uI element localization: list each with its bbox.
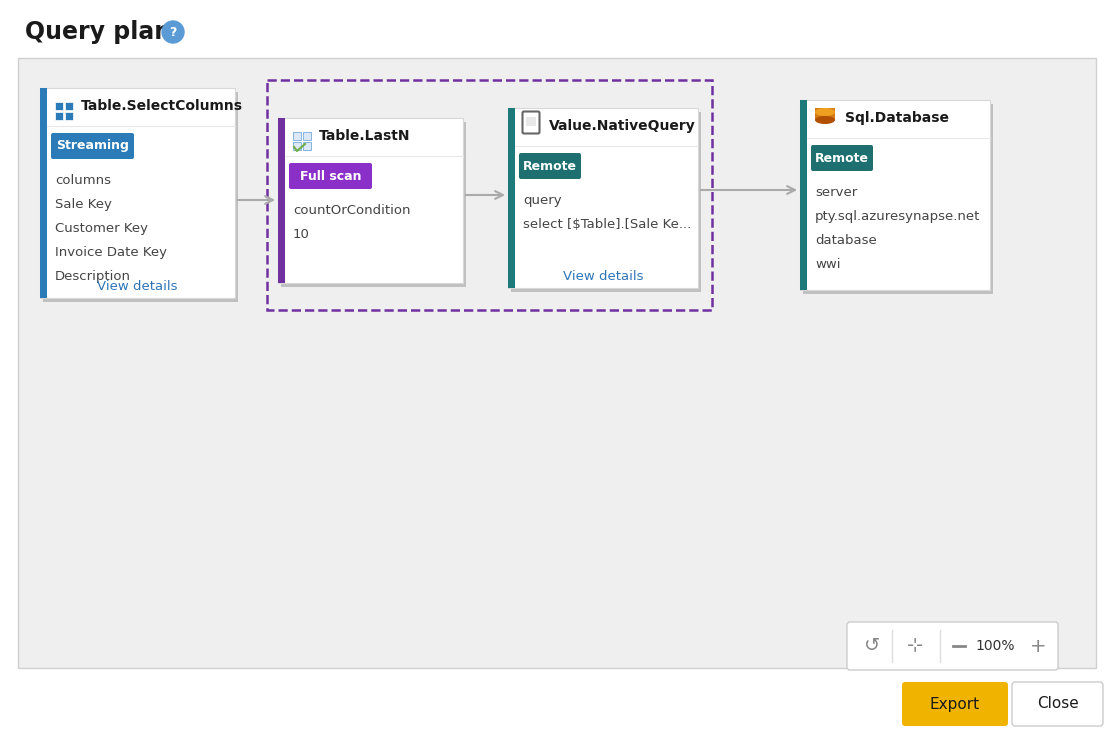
Bar <box>293 141 301 150</box>
FancyBboxPatch shape <box>902 682 1008 726</box>
FancyBboxPatch shape <box>811 145 873 171</box>
Bar <box>526 117 536 126</box>
Text: Value.NativeQuery: Value.NativeQuery <box>549 119 696 133</box>
Text: Customer Key: Customer Key <box>55 222 148 235</box>
Ellipse shape <box>815 108 836 116</box>
Text: +: + <box>1029 636 1046 655</box>
Text: select [$Table].[Sale Ke...: select [$Table].[Sale Ke... <box>522 218 692 231</box>
FancyBboxPatch shape <box>803 104 993 294</box>
Text: Table.LastN: Table.LastN <box>319 129 410 143</box>
Text: Query plan: Query plan <box>25 20 172 44</box>
Bar <box>55 102 63 110</box>
FancyBboxPatch shape <box>847 622 1058 670</box>
FancyBboxPatch shape <box>519 153 582 179</box>
Bar <box>815 108 836 120</box>
Bar <box>278 118 285 283</box>
Text: Streaming: Streaming <box>56 139 129 152</box>
Text: Remote: Remote <box>815 152 869 164</box>
FancyBboxPatch shape <box>40 88 235 298</box>
Text: Remote: Remote <box>522 160 577 172</box>
Text: 10: 10 <box>293 228 310 241</box>
Bar <box>65 111 72 119</box>
Text: Sale Key: Sale Key <box>55 198 111 211</box>
FancyBboxPatch shape <box>800 100 990 290</box>
Bar <box>40 88 47 298</box>
FancyBboxPatch shape <box>289 163 372 189</box>
Text: Table.SelectColumns: Table.SelectColumns <box>81 99 243 113</box>
Text: query: query <box>522 194 561 207</box>
Bar <box>293 132 301 140</box>
Circle shape <box>162 21 184 43</box>
Text: Sql.Database: Sql.Database <box>846 111 949 125</box>
Text: columns: columns <box>55 174 111 187</box>
Text: Export: Export <box>930 696 980 712</box>
FancyBboxPatch shape <box>43 92 238 302</box>
FancyBboxPatch shape <box>278 118 463 283</box>
FancyBboxPatch shape <box>1012 682 1103 726</box>
Text: 100%: 100% <box>975 639 1015 653</box>
Bar <box>55 111 63 119</box>
FancyBboxPatch shape <box>18 58 1096 668</box>
Bar <box>508 108 515 288</box>
Text: Description: Description <box>55 270 131 283</box>
Bar <box>303 132 311 140</box>
Text: wwi: wwi <box>815 258 840 271</box>
Bar <box>65 102 72 110</box>
FancyBboxPatch shape <box>508 108 698 288</box>
Text: server: server <box>815 186 858 199</box>
Text: ↺: ↺ <box>863 636 880 655</box>
Text: ?: ? <box>169 26 177 39</box>
Text: pty.sql.azuresynapse.net: pty.sql.azuresynapse.net <box>815 210 980 223</box>
Text: Close: Close <box>1037 696 1078 712</box>
Bar <box>303 141 311 150</box>
Ellipse shape <box>815 116 836 124</box>
Text: database: database <box>815 234 877 247</box>
Text: Invoice Date Key: Invoice Date Key <box>55 246 167 259</box>
Text: View details: View details <box>563 270 643 282</box>
Text: View details: View details <box>97 279 178 292</box>
Text: countOrCondition: countOrCondition <box>293 204 410 217</box>
FancyBboxPatch shape <box>281 122 466 287</box>
Text: ⊹: ⊹ <box>907 636 924 655</box>
Text: Full scan: Full scan <box>300 169 361 183</box>
FancyBboxPatch shape <box>51 133 134 159</box>
FancyBboxPatch shape <box>511 112 701 292</box>
Bar <box>800 100 807 290</box>
